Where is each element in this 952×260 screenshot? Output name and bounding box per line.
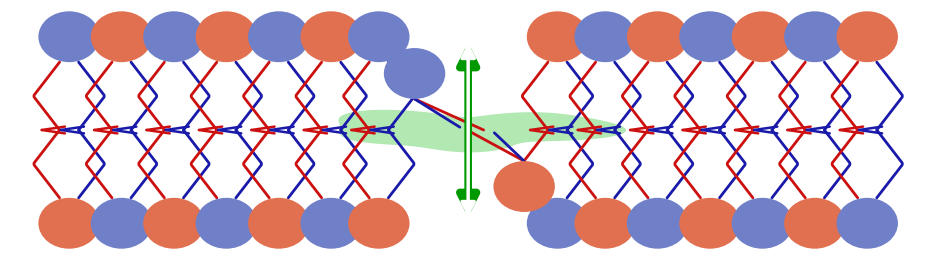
Ellipse shape — [248, 198, 309, 249]
Polygon shape — [338, 110, 625, 152]
Ellipse shape — [347, 198, 409, 249]
Ellipse shape — [38, 11, 100, 62]
Ellipse shape — [836, 11, 897, 62]
Ellipse shape — [626, 11, 687, 62]
Ellipse shape — [195, 198, 257, 249]
Ellipse shape — [90, 11, 152, 62]
Ellipse shape — [731, 198, 792, 249]
Ellipse shape — [300, 11, 362, 62]
Ellipse shape — [143, 11, 205, 62]
Ellipse shape — [574, 198, 635, 249]
Ellipse shape — [143, 198, 205, 249]
Ellipse shape — [526, 11, 587, 62]
Ellipse shape — [384, 48, 445, 99]
Ellipse shape — [248, 11, 309, 62]
Ellipse shape — [493, 161, 554, 212]
Ellipse shape — [90, 198, 152, 249]
Ellipse shape — [526, 198, 587, 249]
Ellipse shape — [783, 11, 844, 62]
Ellipse shape — [195, 11, 257, 62]
Ellipse shape — [679, 198, 740, 249]
Ellipse shape — [347, 11, 409, 62]
Ellipse shape — [574, 11, 635, 62]
Ellipse shape — [836, 198, 897, 249]
Ellipse shape — [38, 198, 100, 249]
Ellipse shape — [626, 198, 687, 249]
Ellipse shape — [300, 198, 362, 249]
Ellipse shape — [679, 11, 740, 62]
Ellipse shape — [783, 198, 844, 249]
Ellipse shape — [731, 11, 792, 62]
